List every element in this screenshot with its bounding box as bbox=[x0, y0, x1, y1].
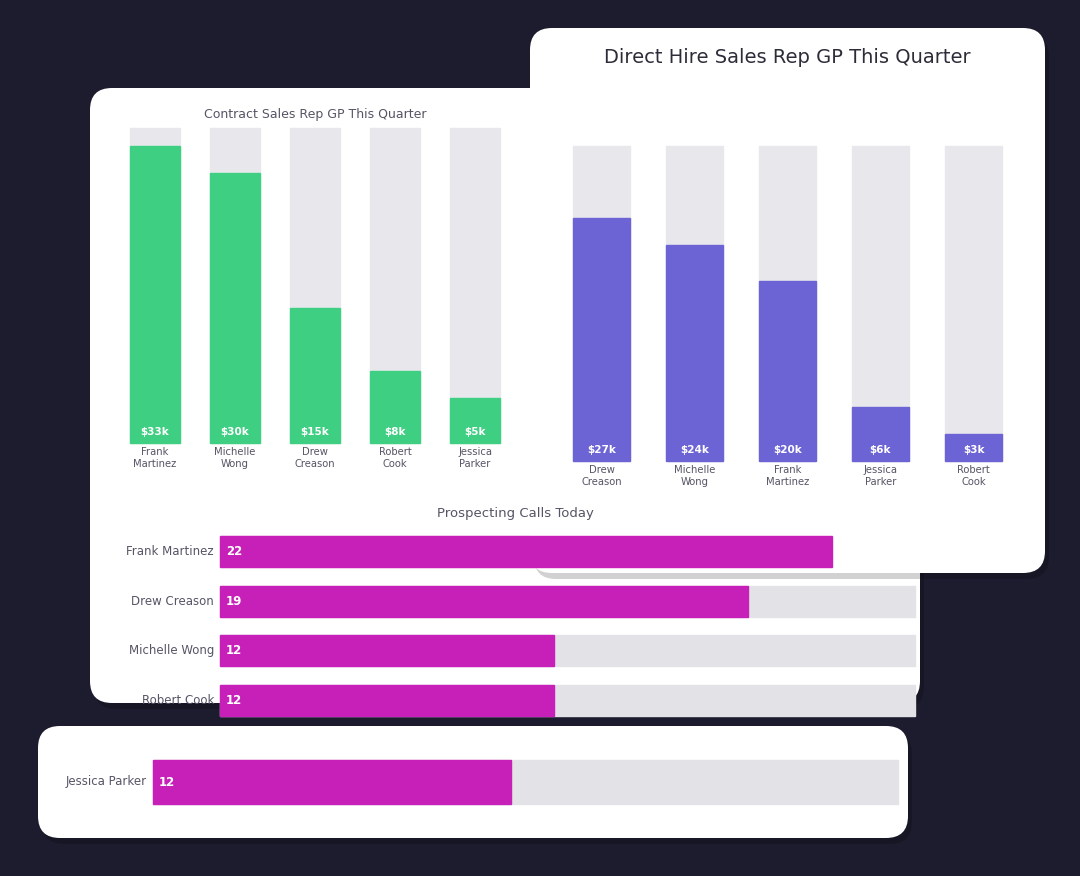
Bar bbox=[758, 146, 816, 461]
Text: Contract Sales Rep GP This Quarter: Contract Sales Rep GP This Quarter bbox=[204, 108, 427, 121]
Text: $15k: $15k bbox=[300, 427, 329, 437]
Bar bbox=[131, 146, 179, 443]
Text: Prospecting Calls Today: Prospecting Calls Today bbox=[436, 507, 593, 520]
Bar bbox=[758, 281, 816, 461]
Text: Drew
Creason: Drew Creason bbox=[581, 465, 622, 487]
Bar bbox=[572, 218, 631, 461]
Bar bbox=[153, 760, 897, 804]
Text: $20k: $20k bbox=[773, 445, 801, 455]
Bar bbox=[665, 146, 724, 461]
Bar bbox=[572, 146, 631, 461]
Bar bbox=[220, 536, 832, 567]
Text: $27k: $27k bbox=[588, 445, 616, 455]
Text: 19: 19 bbox=[226, 595, 242, 608]
Bar bbox=[945, 434, 1002, 461]
Text: Frank
Martinez: Frank Martinez bbox=[133, 447, 177, 470]
Bar bbox=[665, 245, 724, 461]
Text: Robert Cook: Robert Cook bbox=[141, 694, 214, 707]
Bar bbox=[450, 128, 500, 443]
Text: $6k: $6k bbox=[869, 445, 891, 455]
Bar bbox=[852, 146, 909, 461]
Bar bbox=[220, 586, 915, 617]
Text: 12: 12 bbox=[226, 644, 242, 657]
Bar bbox=[945, 146, 1002, 461]
Text: $8k: $8k bbox=[384, 427, 406, 437]
FancyBboxPatch shape bbox=[90, 88, 920, 703]
Text: Jessica Parker: Jessica Parker bbox=[66, 775, 147, 788]
Text: $30k: $30k bbox=[220, 427, 249, 437]
Bar bbox=[220, 685, 554, 716]
Bar bbox=[852, 407, 909, 461]
Text: $24k: $24k bbox=[680, 445, 708, 455]
Text: Robert
Cook: Robert Cook bbox=[379, 447, 411, 470]
Bar bbox=[211, 173, 260, 443]
Text: 12: 12 bbox=[226, 694, 242, 707]
Text: Jessica
Parker: Jessica Parker bbox=[458, 447, 492, 470]
Text: Drew
Creason: Drew Creason bbox=[295, 447, 335, 470]
Bar bbox=[291, 128, 340, 443]
Text: Direct Hire Sales Rep GP This Quarter: Direct Hire Sales Rep GP This Quarter bbox=[604, 48, 971, 67]
Text: $33k: $33k bbox=[140, 427, 170, 437]
Text: 12: 12 bbox=[159, 775, 175, 788]
Bar bbox=[291, 308, 340, 443]
Text: Jessica
Parker: Jessica Parker bbox=[864, 465, 897, 487]
FancyBboxPatch shape bbox=[94, 94, 924, 709]
FancyBboxPatch shape bbox=[38, 726, 908, 838]
Bar bbox=[131, 128, 179, 443]
Text: $3k: $3k bbox=[962, 445, 984, 455]
FancyBboxPatch shape bbox=[42, 732, 912, 844]
Bar bbox=[220, 685, 915, 716]
FancyBboxPatch shape bbox=[534, 34, 1049, 579]
Text: Michelle Wong: Michelle Wong bbox=[129, 644, 214, 657]
Text: Frank Martinez: Frank Martinez bbox=[126, 545, 214, 558]
Bar bbox=[370, 371, 420, 443]
Text: Michelle
Wong: Michelle Wong bbox=[674, 465, 715, 487]
Text: Robert
Cook: Robert Cook bbox=[957, 465, 990, 487]
Bar bbox=[220, 536, 915, 567]
Bar bbox=[220, 635, 554, 666]
Text: Frank
Martinez: Frank Martinez bbox=[766, 465, 809, 487]
Bar bbox=[220, 635, 915, 666]
Bar bbox=[450, 398, 500, 443]
Text: $5k: $5k bbox=[464, 427, 486, 437]
FancyBboxPatch shape bbox=[530, 28, 1045, 573]
Text: 22: 22 bbox=[226, 545, 242, 558]
Text: Michelle
Wong: Michelle Wong bbox=[214, 447, 256, 470]
Bar bbox=[211, 128, 260, 443]
Bar bbox=[153, 760, 511, 804]
Bar bbox=[220, 586, 748, 617]
Text: Drew Creason: Drew Creason bbox=[132, 595, 214, 608]
Bar bbox=[370, 128, 420, 443]
